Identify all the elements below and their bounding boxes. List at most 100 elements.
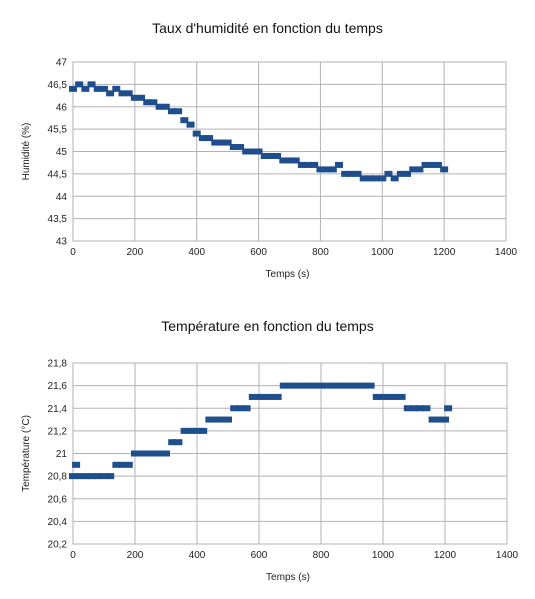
y-tick-label: 20,8 (48, 472, 68, 483)
chart-title: Taux d'humidité en fonction du temps (152, 20, 383, 36)
data-point (112, 461, 121, 468)
y-tick-label: 44,5 (48, 169, 68, 180)
data-point (372, 393, 381, 400)
temperature-chart: Température en fonction du temps 20,2 20,… (0, 300, 535, 599)
y-tick-label: 21 (56, 449, 68, 460)
x-tick-label: 400 (188, 247, 205, 258)
x-tick-label: 200 (127, 550, 144, 561)
data-point (217, 139, 226, 146)
x-tick-label: 1200 (433, 247, 456, 258)
data-point (354, 382, 363, 389)
y-tick-label: 20,2 (48, 540, 68, 551)
data-point (224, 416, 232, 423)
data-point (75, 473, 84, 480)
data-point (69, 85, 77, 92)
data-point (427, 161, 436, 168)
data-point (149, 450, 158, 457)
data-point (106, 473, 115, 480)
data-point (365, 175, 374, 182)
data-point (422, 405, 431, 412)
x-tick-label: 0 (70, 247, 76, 258)
data-point (223, 139, 232, 146)
data-point (248, 148, 257, 155)
x-tick-label: 1000 (372, 550, 395, 561)
data-point (162, 450, 170, 457)
x-axis-title: Temps (s) (266, 572, 310, 583)
data-point (428, 416, 437, 423)
data-point (155, 450, 164, 457)
data-point (87, 81, 96, 88)
data-point (211, 416, 220, 423)
data-point (323, 382, 332, 389)
data-point (112, 85, 121, 92)
data-point (99, 85, 108, 92)
data-point (137, 450, 146, 457)
data-point (286, 382, 294, 389)
data-point (143, 450, 152, 457)
data-point (310, 382, 319, 389)
data-point (81, 85, 90, 92)
data-point (167, 108, 176, 115)
y-tick-label: 47 (56, 58, 68, 69)
data-point (409, 166, 418, 173)
x-axis-title: Temps (s) (266, 269, 310, 280)
data-point (266, 152, 275, 159)
y-tick-label: 45 (56, 147, 68, 158)
data-point (69, 473, 77, 480)
data-point (384, 170, 393, 177)
data-point (441, 416, 449, 423)
data-point (291, 157, 300, 164)
data-point (410, 405, 418, 412)
data-point (273, 152, 282, 159)
x-tick-label: 600 (251, 550, 268, 561)
data-point (193, 427, 201, 434)
data-point (396, 170, 405, 177)
data-point (403, 170, 412, 177)
x-tick-label: 600 (250, 247, 267, 258)
data-point (317, 382, 325, 389)
y-tick-label: 45,5 (48, 125, 68, 136)
data-point (155, 103, 164, 110)
data-point (433, 161, 442, 168)
data-point (397, 393, 406, 400)
x-tick-label: 1400 (496, 550, 519, 561)
data-point (124, 461, 133, 468)
y-tick-label: 43 (56, 237, 68, 248)
data-point (149, 99, 158, 106)
data-point (130, 94, 139, 101)
humidity-plot: 43 43,5 44 44,5 45 45,5 46 46,5 47 0 200 400 600 800 1… (21, 58, 518, 281)
data-point (347, 170, 356, 177)
data-point (143, 99, 152, 106)
data-point (415, 166, 424, 173)
data-point (199, 427, 208, 434)
data-point (186, 121, 195, 128)
data-point (416, 405, 425, 412)
data-point (421, 161, 430, 168)
data-point (100, 473, 108, 480)
y-tick-label: 43,5 (48, 214, 68, 225)
y-tick-label: 21,8 (48, 359, 68, 370)
data-point (440, 166, 449, 173)
y-tick-label: 20,4 (48, 517, 68, 528)
y-tick-label: 44 (56, 192, 68, 203)
y-axis-title: Température (°C) (21, 415, 32, 492)
data-point (379, 393, 387, 400)
x-tick-label: 200 (127, 247, 144, 258)
data-point (205, 135, 214, 142)
data-point (254, 148, 263, 155)
data-point (341, 382, 350, 389)
data-point (124, 90, 133, 97)
data-point (372, 175, 381, 182)
y-tick-label: 20,6 (48, 494, 68, 505)
data-point (236, 144, 245, 151)
data-point (285, 157, 294, 164)
data-point (353, 170, 362, 177)
data-point (292, 382, 301, 389)
data-point (297, 161, 306, 168)
data-point (161, 103, 170, 110)
data-point (174, 108, 183, 115)
data-point (328, 166, 337, 173)
temperature-plot: 20,2 20,4 20,6 20,8 21 21,2 21,4 21,6 21,8 0 200 40… (21, 359, 519, 584)
data-point (81, 473, 90, 480)
data-point (229, 144, 238, 151)
